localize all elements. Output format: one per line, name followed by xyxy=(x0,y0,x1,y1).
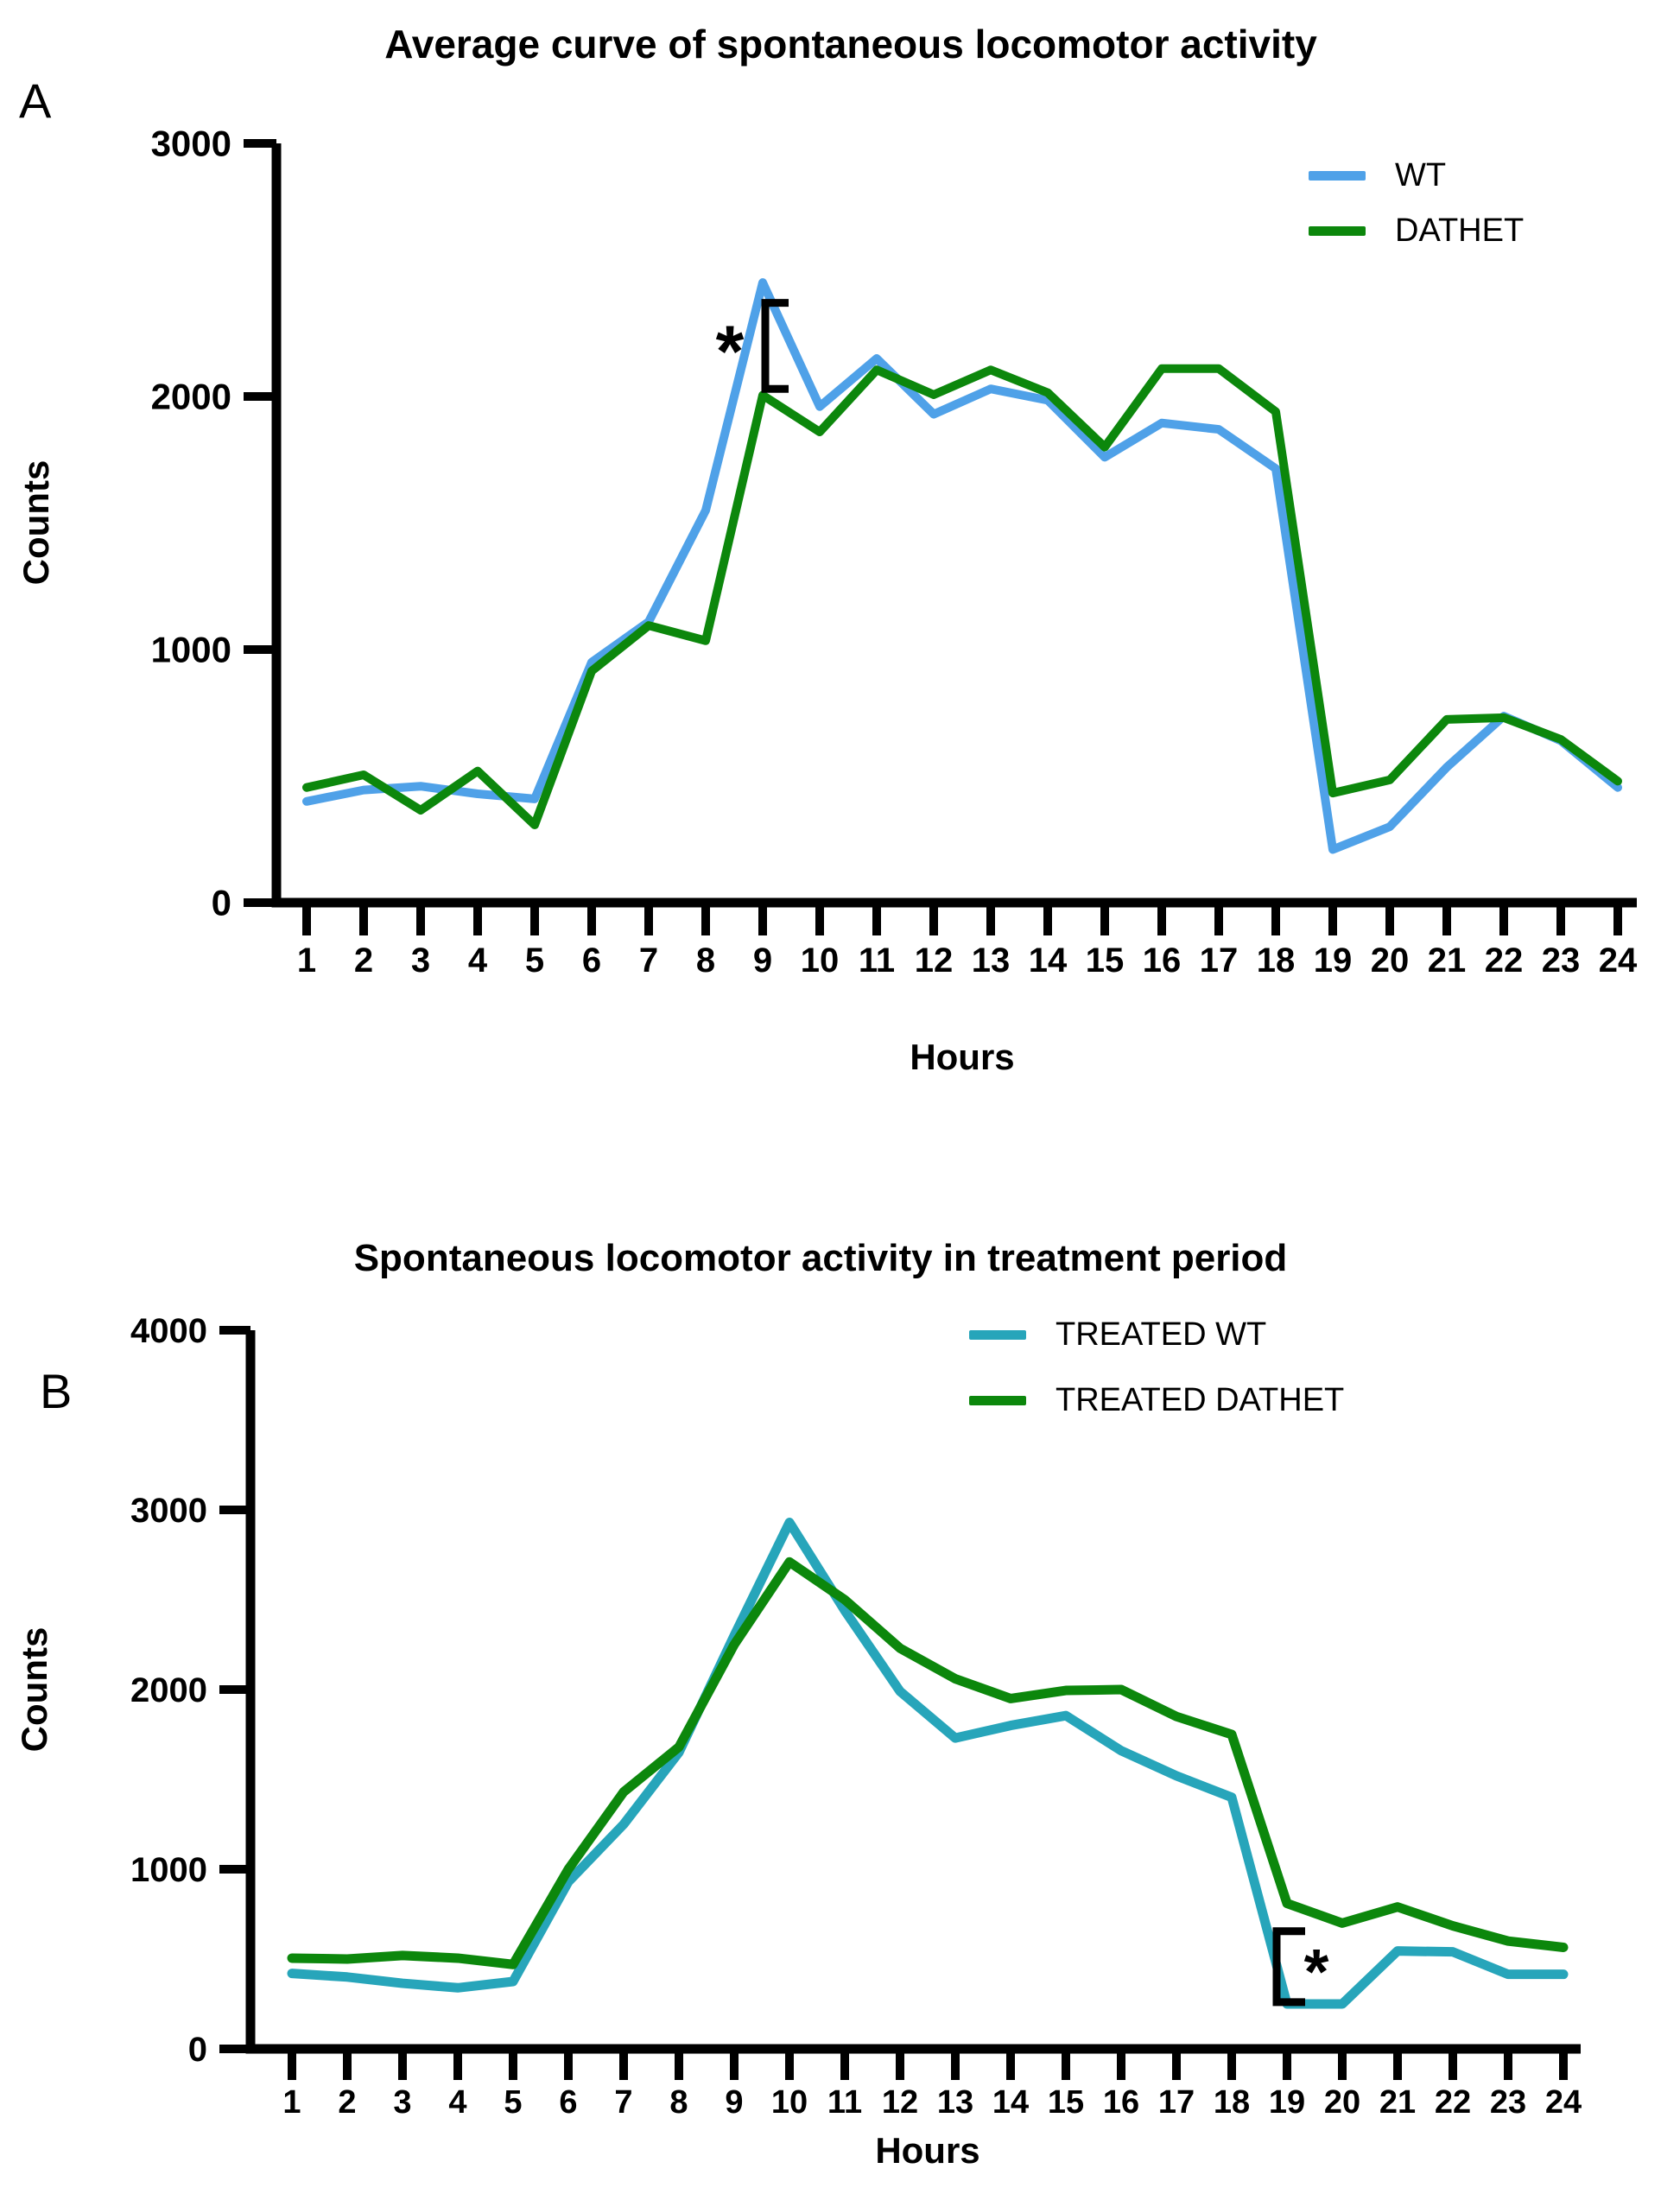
x-tick-label: 9 xyxy=(725,2084,743,2121)
y-tick-label: 4000 xyxy=(130,1312,207,1350)
significance-bracket xyxy=(761,299,789,393)
panel-b-legend: TREATED WT TREATED DATHET xyxy=(969,1302,1344,1433)
x-tick-label: 16 xyxy=(1143,942,1182,980)
series-line-treated-dathet xyxy=(287,1557,1569,1969)
legend-swatch-wt xyxy=(1309,170,1366,181)
y-tick-label: 0 xyxy=(188,2031,207,2069)
y-tick-label: 2000 xyxy=(130,1671,207,1709)
legend-item: WT xyxy=(1309,148,1524,203)
x-tick-label: 8 xyxy=(669,2084,688,2121)
x-tick-label: 11 xyxy=(827,2084,862,2121)
y-tick-label: 1000 xyxy=(151,630,231,670)
x-tick-label: 4 xyxy=(468,942,488,980)
x-tick-label: 21 xyxy=(1379,2084,1416,2121)
x-tick-label: 21 xyxy=(1428,942,1467,980)
panel-a-title: Average curve of spontaneous locomotor a… xyxy=(384,22,1317,67)
x-tick-label: 1 xyxy=(297,942,316,980)
legend-swatch-treated-dathet xyxy=(969,1395,1026,1405)
legend-label: TREATED DATHET xyxy=(1056,1381,1345,1418)
x-tick-label: 20 xyxy=(1324,2084,1360,2121)
x-tick-label: 7 xyxy=(614,2084,632,2121)
panel-a-xlabel: Hours xyxy=(910,1037,1015,1077)
panel-b-label: B xyxy=(40,1364,73,1418)
x-tick-label: 14 xyxy=(992,2084,1029,2121)
x-tick-label: 23 xyxy=(1542,942,1581,980)
x-tick-label: 22 xyxy=(1485,942,1524,980)
legend-item: DATHET xyxy=(1309,203,1524,258)
x-tick-label: 6 xyxy=(582,942,601,980)
x-tick-label: 20 xyxy=(1371,942,1410,980)
x-tick-label: 15 xyxy=(1086,942,1125,980)
y-tick-label: 2000 xyxy=(151,377,231,417)
significance-asterisk: * xyxy=(1304,1936,1329,2007)
x-tick-label: 19 xyxy=(1269,2084,1305,2121)
significance-bracket xyxy=(1272,1927,1305,2007)
x-tick-label: 10 xyxy=(771,2084,808,2121)
legend-swatch-dathet xyxy=(1309,225,1366,236)
x-tick-label: 3 xyxy=(411,942,430,980)
x-tick-label: 2 xyxy=(338,2084,356,2121)
legend-item: TREATED DATHET xyxy=(969,1367,1344,1433)
y-tick-label: 1000 xyxy=(130,1851,207,1889)
series-line-treated-wt xyxy=(287,1518,1569,2009)
x-tick-label: 1 xyxy=(282,2084,301,2121)
panel_a-axes xyxy=(271,143,1637,908)
legend-item: TREATED WT xyxy=(969,1302,1344,1367)
series-line-wt xyxy=(302,278,1622,854)
series-line-dathet xyxy=(302,364,1622,830)
x-tick-label: 15 xyxy=(1048,2084,1084,2121)
x-tick-label: 24 xyxy=(1545,2084,1582,2121)
x-tick-label: 5 xyxy=(504,2084,522,2121)
x-tick-label: 23 xyxy=(1490,2084,1526,2121)
x-tick-label: 14 xyxy=(1029,942,1068,980)
panel-b-title: Spontaneous locomotor activity in treatm… xyxy=(353,1237,1288,1279)
x-tick-label: 22 xyxy=(1435,2084,1471,2121)
x-tick-label: 12 xyxy=(882,2084,918,2121)
x-tick-label: 12 xyxy=(915,942,954,980)
x-tick-label: 8 xyxy=(696,942,715,980)
x-tick-label: 19 xyxy=(1314,942,1353,980)
y-tick-label: 0 xyxy=(212,883,231,923)
panel_b-axes xyxy=(245,1330,1581,2054)
significance-asterisk: * xyxy=(716,311,745,392)
x-tick-label: 18 xyxy=(1214,2084,1250,2121)
x-tick-label: 18 xyxy=(1257,942,1296,980)
x-tick-label: 7 xyxy=(639,942,658,980)
x-tick-label: 5 xyxy=(525,942,544,980)
panel-a-label: A xyxy=(19,73,52,128)
x-tick-label: 6 xyxy=(559,2084,577,2121)
x-tick-label: 3 xyxy=(393,2084,411,2121)
x-tick-label: 16 xyxy=(1103,2084,1139,2121)
y-tick-label: 3000 xyxy=(151,124,231,164)
x-tick-label: 11 xyxy=(859,942,895,980)
x-tick-label: 9 xyxy=(753,942,772,980)
x-tick-label: 13 xyxy=(937,2084,973,2121)
x-tick-label: 10 xyxy=(801,942,840,980)
x-tick-label: 13 xyxy=(972,942,1011,980)
x-tick-label: 17 xyxy=(1200,942,1239,980)
panel-b-xlabel: Hours xyxy=(875,2130,980,2171)
x-tick-label: 17 xyxy=(1158,2084,1195,2121)
legend-label: WT xyxy=(1395,156,1447,193)
y-tick-label: 3000 xyxy=(130,1492,207,1530)
x-tick-label: 2 xyxy=(354,942,373,980)
legend-label: DATHET xyxy=(1395,212,1525,249)
legend-label: TREATED WT xyxy=(1056,1316,1267,1353)
x-tick-label: 24 xyxy=(1599,942,1638,980)
legend-swatch-treated-wt xyxy=(969,1329,1026,1340)
x-tick-label: 4 xyxy=(448,2084,466,2121)
panel-a-legend: WT DATHET xyxy=(1309,148,1524,258)
